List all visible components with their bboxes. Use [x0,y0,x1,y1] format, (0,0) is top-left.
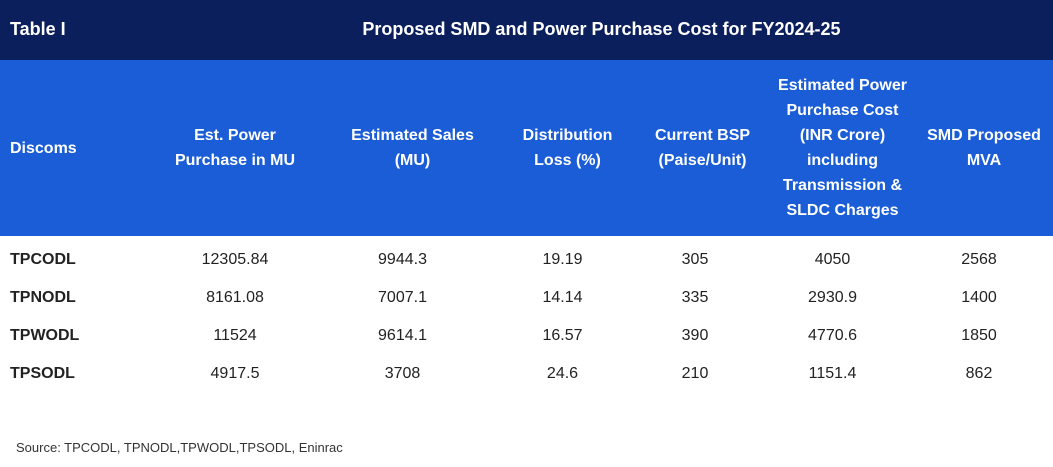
data-table: TPCODL 12305.84 9944.3 19.19 305 4050 25… [0,241,1053,393]
cell-power-purchase-cost: 1151.4 [808,365,857,382]
discom-name: TPSODL [10,365,75,382]
cell-smd-proposed: 862 [965,365,993,382]
cell-distribution-loss: 16.57 [542,327,583,344]
cell-distribution-loss: 19.19 [542,251,583,268]
table-row: TPSODL 4917.5 3708 24.6 210 1151.4 862 [0,355,1053,393]
cell-estimated-sales: 9614.1 [378,327,427,344]
cell-smd-proposed: 1850 [961,327,997,344]
header-distribution-loss: Distribution Loss (%) [522,127,613,169]
discom-name: TPCODL [10,251,76,268]
cell-distribution-loss: 14.14 [542,289,583,306]
cell-power-purchase-cost: 2930.9 [808,289,857,306]
cell-current-bsp: 390 [681,327,709,344]
table-row: TPNODL 8161.08 7007.1 14.14 335 2930.9 1… [0,279,1053,317]
cell-current-bsp: 305 [681,251,709,268]
cell-distribution-loss: 24.6 [546,365,579,382]
discom-name: TPWODL [10,327,80,344]
cell-current-bsp: 335 [681,289,709,306]
header-discoms: Discoms [10,139,77,157]
source-note: Source: TPCODL, TPNODL,TPWODL,TPSODL, En… [16,440,343,455]
table-header: Discoms Est. Power Purchase in MU Estima… [0,60,1053,236]
cell-power-purchase: 12305.84 [201,251,269,268]
header-power-purchase-cost: Estimated Power Purchase Cost (INR Crore… [778,77,907,219]
header-smd-proposed: SMD Proposed MVA [927,127,1041,169]
cell-estimated-sales: 3708 [384,365,421,382]
cell-power-purchase: 11524 [213,327,257,344]
cell-estimated-sales: 9944.3 [378,251,427,268]
cell-smd-proposed: 1400 [961,289,997,306]
cell-power-purchase-cost: 4050 [814,251,851,268]
cell-power-purchase: 8161.08 [206,289,264,306]
discom-name: TPNODL [10,289,76,306]
table-title: Proposed SMD and Power Purchase Cost for… [362,19,841,39]
table-row: TPWODL 11524 9614.1 16.57 390 4770.6 185… [0,317,1053,355]
table-row: TPCODL 12305.84 9944.3 19.19 305 4050 25… [0,241,1053,279]
header-power-purchase: Est. Power Purchase in MU [174,127,296,169]
cell-estimated-sales: 7007.1 [378,289,427,306]
header-current-bsp: Current BSP (Paise/Unit) [654,127,751,169]
header-estimated-sales: Estimated Sales (MU) [351,127,474,169]
cell-power-purchase-cost: 4770.6 [808,327,857,344]
table-title-bar: Table I Proposed SMD and Power Purchase … [0,0,1053,60]
table-label: Table I [10,19,66,39]
cell-current-bsp: 210 [681,365,709,382]
cell-power-purchase: 4917.5 [210,365,260,382]
cell-smd-proposed: 2568 [961,251,997,268]
